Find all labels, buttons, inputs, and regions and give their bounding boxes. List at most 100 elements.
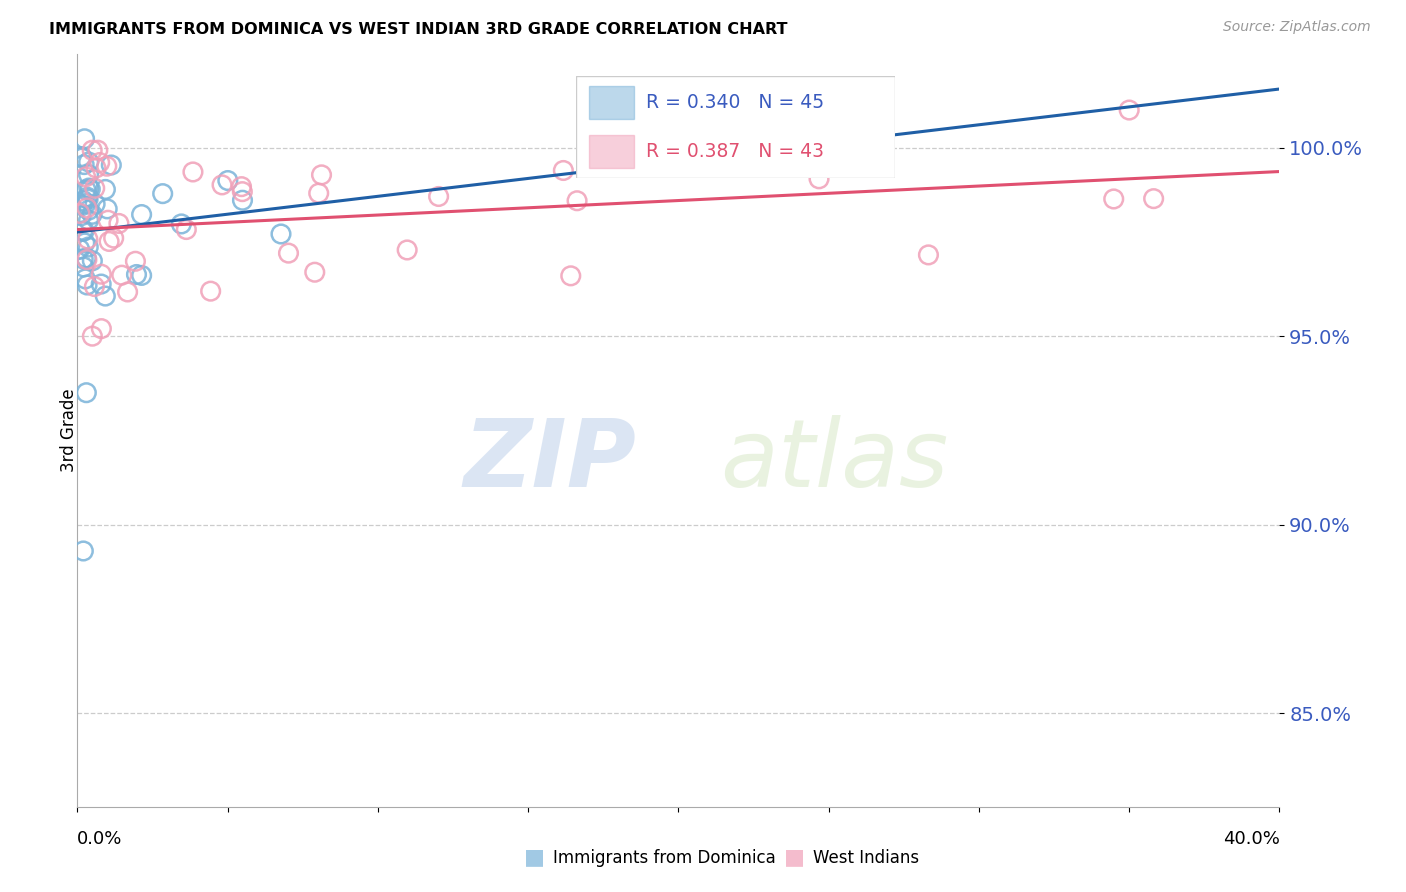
Point <box>73 235 96 250</box>
Point <box>396 243 419 257</box>
Point <box>73 260 96 274</box>
Text: 40.0%: 40.0% <box>1223 830 1279 848</box>
Point <box>808 171 831 186</box>
Point <box>70 150 93 164</box>
Point <box>311 168 333 182</box>
Point <box>97 213 120 227</box>
Point <box>72 194 94 208</box>
Text: West Indians: West Indians <box>813 849 918 867</box>
Point <box>768 140 790 154</box>
Point <box>1102 192 1125 206</box>
Point <box>231 179 253 194</box>
Point <box>98 235 121 249</box>
Point <box>73 224 96 238</box>
Point <box>1118 103 1140 117</box>
Point <box>77 213 100 227</box>
Point <box>89 155 111 169</box>
Point <box>77 181 100 195</box>
Point <box>77 168 100 182</box>
Point <box>75 251 97 265</box>
Point <box>83 181 105 195</box>
Point <box>70 199 93 213</box>
Point <box>94 182 117 196</box>
Text: Source: ZipAtlas.com: Source: ZipAtlas.com <box>1223 20 1371 34</box>
Point <box>75 169 97 184</box>
Point <box>76 278 98 293</box>
Point <box>117 285 139 299</box>
Point <box>87 143 110 157</box>
Point <box>427 189 450 203</box>
Point <box>277 246 299 260</box>
Point <box>131 268 153 283</box>
Point <box>94 289 117 303</box>
Text: atlas: atlas <box>720 415 949 506</box>
Point <box>231 185 253 199</box>
Point <box>79 182 101 196</box>
Point <box>124 254 146 268</box>
Point <box>77 155 100 169</box>
Point <box>917 248 939 262</box>
Point <box>73 132 96 146</box>
Point <box>90 267 112 281</box>
Point <box>84 197 107 211</box>
Point <box>111 268 134 283</box>
Text: 0.0%: 0.0% <box>77 830 122 848</box>
Point <box>82 253 104 268</box>
Point <box>69 206 91 220</box>
Point <box>1143 192 1166 206</box>
Point <box>103 231 125 245</box>
Point <box>75 385 97 400</box>
Point <box>72 252 94 266</box>
Point <box>217 173 239 187</box>
Text: ■: ■ <box>524 847 544 867</box>
Text: ■: ■ <box>785 847 804 867</box>
Point <box>73 157 96 171</box>
Point <box>560 268 582 283</box>
Point <box>270 227 292 241</box>
Point <box>77 203 100 218</box>
Point <box>170 217 193 231</box>
Point <box>76 190 98 204</box>
Point <box>76 232 98 246</box>
Text: Immigrants from Dominica: Immigrants from Dominica <box>553 849 775 867</box>
Text: ZIP: ZIP <box>464 415 637 507</box>
Point <box>553 163 575 178</box>
Point <box>565 194 588 208</box>
Point <box>181 165 204 179</box>
Point <box>200 284 222 298</box>
Point <box>100 158 122 172</box>
FancyBboxPatch shape <box>589 136 634 168</box>
Point <box>75 272 97 286</box>
Point <box>70 151 93 165</box>
Point <box>69 242 91 256</box>
Point <box>176 222 198 236</box>
FancyBboxPatch shape <box>576 76 894 178</box>
Point <box>108 217 131 231</box>
Point <box>82 207 104 221</box>
Y-axis label: 3rd Grade: 3rd Grade <box>60 389 77 472</box>
Point <box>72 224 94 238</box>
Point <box>131 208 153 222</box>
Point <box>77 240 100 254</box>
Point <box>231 193 253 207</box>
Point <box>90 277 112 291</box>
Point <box>152 186 174 201</box>
Point <box>211 178 233 192</box>
Text: R = 0.340   N = 45: R = 0.340 N = 45 <box>647 93 824 112</box>
Point <box>83 279 105 293</box>
Point <box>96 202 118 216</box>
Point <box>82 329 104 343</box>
Point <box>125 268 148 282</box>
Text: IMMIGRANTS FROM DOMINICA VS WEST INDIAN 3RD GRADE CORRELATION CHART: IMMIGRANTS FROM DOMINICA VS WEST INDIAN … <box>49 22 787 37</box>
Point <box>82 143 104 157</box>
Text: R = 0.387   N = 43: R = 0.387 N = 43 <box>647 142 824 161</box>
Point <box>72 544 94 558</box>
Point <box>75 183 97 197</box>
Point <box>70 209 93 223</box>
Point <box>308 186 330 201</box>
Point <box>84 161 107 175</box>
Point <box>76 252 98 267</box>
Point <box>90 321 112 335</box>
Point <box>96 159 118 173</box>
Point <box>76 201 98 215</box>
